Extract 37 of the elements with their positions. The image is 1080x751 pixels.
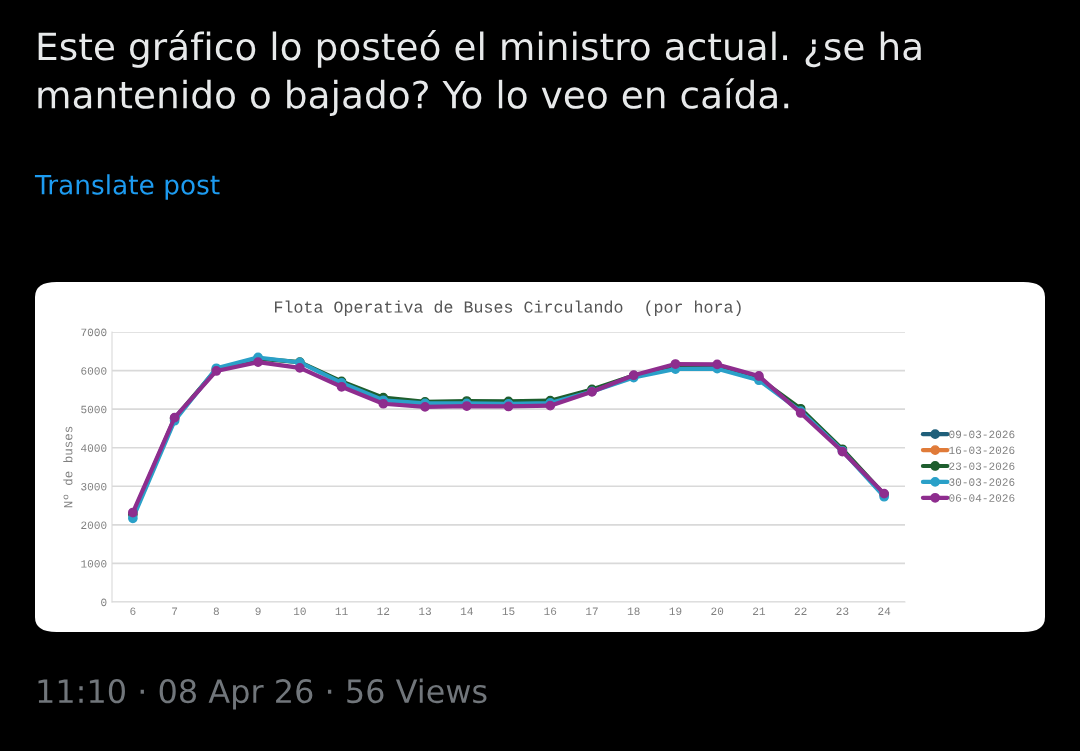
y-tick-label: 2000 bbox=[81, 521, 107, 529]
x-tick-label: 13 bbox=[419, 607, 431, 616]
x-tick-label: 10 bbox=[293, 607, 306, 616]
y-tick-label: 0 bbox=[101, 598, 107, 607]
chart-subtitle: Flota Operativa de Buses Circulando (por hora) bbox=[275, 300, 741, 317]
x-tick-label: 11 bbox=[335, 607, 348, 615]
legend-label: 23-03-2026 bbox=[949, 462, 1015, 470]
legend-label: 30-03-2026 bbox=[949, 478, 1015, 486]
x-tick-label: 9 bbox=[255, 607, 261, 616]
legend-label: 06-04-2026 bbox=[949, 494, 1015, 502]
legend-label: 16-03-2026 bbox=[949, 446, 1015, 455]
y-tick-label: 4000 bbox=[81, 444, 107, 452]
y-tick-label: 3000 bbox=[81, 482, 107, 491]
y-axis-title: Nº de buses bbox=[63, 426, 73, 508]
text: Translate post bbox=[34, 174, 220, 200]
y-tick-label: 6000 bbox=[81, 367, 107, 375]
x-tick-label: 23 bbox=[836, 607, 849, 616]
legend-label: 09-03-2026 bbox=[949, 430, 1015, 439]
x-tick-label: 16 bbox=[544, 607, 557, 616]
x-tick-label: 8 bbox=[213, 607, 219, 616]
x-tick-label: 18 bbox=[627, 607, 640, 616]
chart-title: Este gráfico lo posteó el ministro actual. ¿se ha mantenido o bajado? Yo lo veo en caída. bbox=[38, 30, 921, 117]
x-tick-label: 22 bbox=[794, 607, 807, 615]
x-tick-label: 7 bbox=[172, 607, 178, 615]
x-tick-label: 15 bbox=[502, 607, 515, 616]
x-tick-label: 12 bbox=[377, 607, 390, 615]
y-tick-label: 1000 bbox=[81, 560, 107, 568]
x-tick-label: 19 bbox=[669, 607, 682, 616]
x-tick-label: 14 bbox=[460, 607, 473, 615]
y-tick-label: 7000 bbox=[81, 328, 107, 337]
x-tick-label: 20 bbox=[711, 607, 724, 616]
x-tick-label: 17 bbox=[586, 607, 598, 615]
text: 11:10 · 08 Apr 26 · 56 Views bbox=[38, 678, 487, 710]
x-tick-label: 24 bbox=[878, 607, 891, 615]
y-tick-label: 5000 bbox=[81, 405, 107, 414]
x-tick-label: 6 bbox=[130, 607, 136, 616]
x-tick-label: 21 bbox=[753, 607, 766, 615]
